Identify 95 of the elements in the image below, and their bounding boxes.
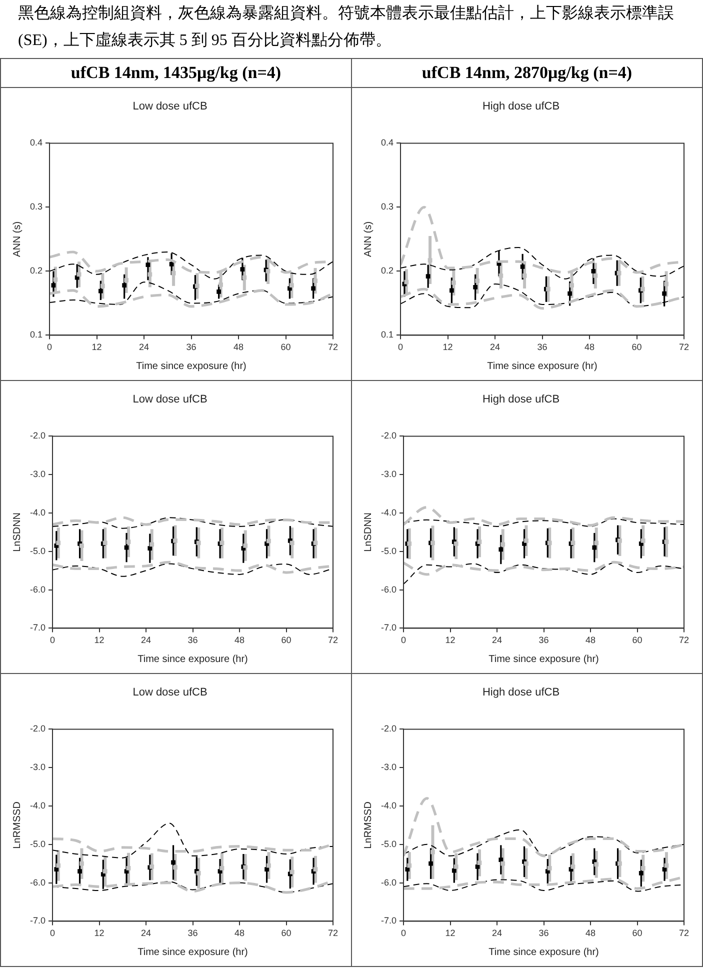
y-tick-label: 0.4: [30, 138, 43, 148]
y-tick-label: -2.0: [30, 430, 46, 441]
y-tick-label: -5.0: [380, 838, 397, 849]
x-tick-label: 24: [490, 342, 500, 352]
x-tick-label: 12: [445, 635, 456, 646]
chart-subtitle: ufCB 14nm, 1435μg/kg (n=4): [0, 58, 352, 88]
y-tick-label: -3.0: [380, 762, 397, 772]
y-tick-label: -5.0: [380, 546, 397, 556]
x-axis-title: Time since exposure (hr): [487, 360, 598, 372]
x-tick-label: 72: [328, 342, 338, 352]
x-axis-title: Time since exposure (hr): [136, 360, 246, 372]
x-tick-label: 0: [47, 342, 52, 352]
x-tick-label: 12: [445, 928, 456, 938]
x-axis-title: Time since exposure (hr): [488, 946, 599, 958]
y-axis-title: ANN (s): [362, 221, 374, 257]
x-tick-label: 60: [632, 342, 642, 352]
y-axis-title: LnSDNN: [12, 512, 23, 552]
chart-title: Low dose ufCB: [132, 686, 208, 699]
x-tick-label: 36: [188, 635, 198, 646]
x-tick-label: 60: [281, 635, 292, 646]
y-axis-title: LnRMSSD: [362, 802, 374, 849]
y-tick-label: -4.0: [30, 800, 46, 810]
x-tick-label: 0: [50, 928, 56, 938]
y-tick-label: -2.0: [30, 724, 46, 734]
x-tick-label: 24: [141, 635, 152, 646]
x-tick-label: 12: [94, 928, 104, 938]
y-tick-label: -7.0: [30, 622, 46, 633]
x-tick-label: 72: [678, 342, 690, 352]
y-tick-label: -4.0: [30, 507, 46, 518]
x-tick-label: 0: [401, 635, 406, 646]
x-tick-label: 0: [401, 928, 406, 938]
y-tick-label: -6.0: [380, 584, 397, 594]
x-tick-label: 36: [186, 342, 196, 352]
y-tick-label: 0.3: [30, 202, 43, 212]
y-tick-label: 0.2: [30, 266, 43, 276]
chart-subtitle: ufCB 14nm, 2870μg/kg (n=4): [352, 58, 702, 88]
y-tick-label: 0.1: [380, 330, 394, 340]
x-tick-label: 0: [398, 342, 404, 352]
y-tick-label: -6.0: [30, 584, 46, 594]
y-tick-label: 0.2: [380, 266, 394, 276]
chart-title: High dose ufCB: [482, 100, 560, 113]
chart-title: Low dose ufCB: [132, 100, 208, 113]
x-tick-label: 72: [328, 635, 338, 646]
x-tick-label: 0: [50, 635, 56, 646]
x-tick-label: 36: [538, 635, 549, 646]
y-tick-label: -5.0: [30, 546, 46, 556]
x-tick-label: 48: [233, 342, 244, 352]
x-tick-label: 60: [632, 928, 642, 938]
y-tick-label: -5.0: [30, 838, 46, 849]
x-tick-label: 60: [632, 635, 642, 646]
chart-title: High dose ufCB: [482, 686, 560, 699]
x-tick-label: 48: [234, 635, 245, 646]
y-tick-label: -4.0: [380, 800, 397, 810]
x-tick-label: 12: [94, 635, 104, 646]
y-tick-label: -2.0: [380, 430, 397, 441]
y-tick-label: -4.0: [380, 507, 397, 518]
y-tick-label: -6.0: [380, 877, 397, 888]
y-axis-title: LnRMSSD: [12, 802, 23, 849]
y-tick-label: -3.0: [30, 762, 46, 772]
x-tick-label: 48: [584, 342, 595, 352]
y-tick-label: -2.0: [380, 724, 397, 734]
x-tick-label: 12: [442, 342, 453, 352]
x-tick-label: 24: [492, 635, 502, 646]
x-tick-label: 36: [537, 342, 548, 352]
text: 黑色線為控制組資料，灰色線為暴露組資料。符號本體表示最佳點估計，上下影線表示標準誤(SE)，上下虛線表示其 5 到 95 百分比資料點分佈帶。: [17, 4, 675, 51]
x-tick-label: 24: [139, 342, 150, 352]
chart-title: Low dose ufCB: [132, 394, 208, 406]
x-tick-label: 12: [92, 342, 102, 352]
x-tick-label: 36: [188, 928, 198, 938]
x-tick-label: 48: [585, 635, 596, 646]
x-axis-title: Time since exposure (hr): [138, 946, 248, 958]
x-tick-label: 60: [281, 928, 292, 938]
chart-title: High dose ufCB: [482, 394, 560, 406]
x-tick-label: 72: [328, 928, 338, 938]
y-tick-label: -7.0: [380, 622, 397, 633]
y-axis-title: LnSDNN: [362, 512, 374, 552]
y-tick-label: -6.0: [30, 877, 46, 888]
y-tick-label: -7.0: [30, 916, 46, 926]
x-tick-label: 72: [678, 928, 690, 938]
y-tick-label: -3.0: [380, 469, 397, 480]
x-tick-label: 72: [678, 635, 690, 646]
x-axis-title: Time since exposure (hr): [138, 654, 248, 665]
y-tick-label: -3.0: [30, 469, 46, 480]
x-tick-label: 24: [141, 928, 152, 938]
y-tick-label: 0.3: [380, 202, 394, 212]
x-tick-label: 48: [234, 928, 245, 938]
y-tick-label: -7.0: [380, 916, 397, 926]
x-axis-title: Time since exposure (hr): [488, 654, 599, 665]
y-tick-label: 0.1: [30, 330, 43, 340]
x-tick-label: 36: [538, 928, 549, 938]
x-tick-label: 24: [492, 928, 502, 938]
y-tick-label: 0.4: [380, 138, 394, 148]
y-axis-title: ANN (s): [12, 221, 23, 257]
x-tick-label: 60: [280, 342, 291, 352]
x-tick-label: 48: [585, 928, 596, 938]
